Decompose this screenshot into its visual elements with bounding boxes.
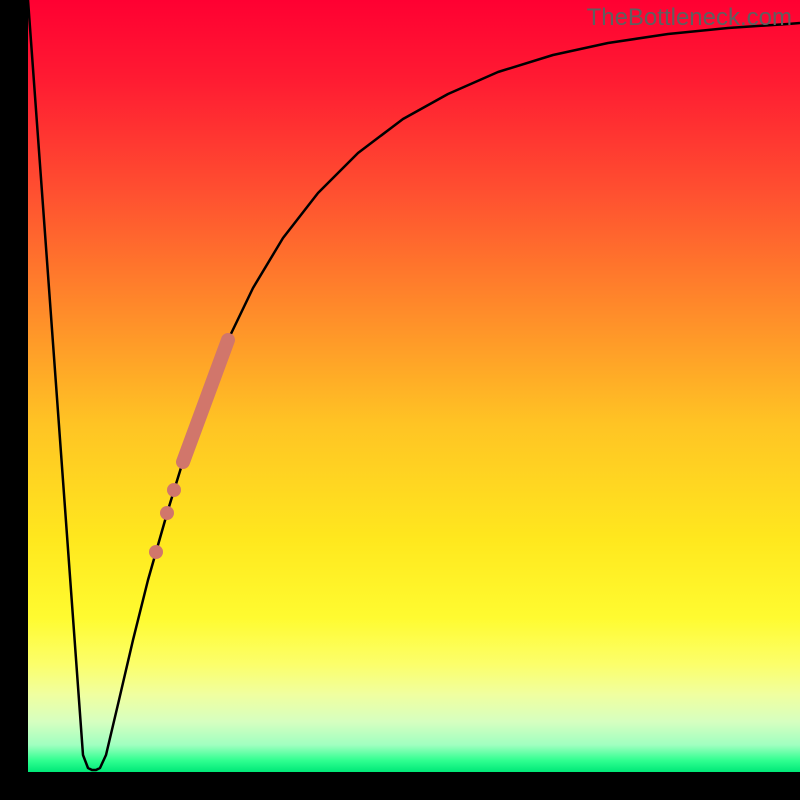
plot-area <box>28 0 800 772</box>
highlight-dot <box>160 506 174 520</box>
bottleneck-curve-layer <box>28 0 800 772</box>
watermark-text: TheBottleneck.com <box>587 4 792 32</box>
highlight-dot <box>149 545 163 559</box>
bottleneck-chart: TheBottleneck.com <box>0 0 800 800</box>
highlight-dot <box>167 483 181 497</box>
bottleneck-curve <box>28 0 800 770</box>
highlight-segment <box>183 340 228 462</box>
